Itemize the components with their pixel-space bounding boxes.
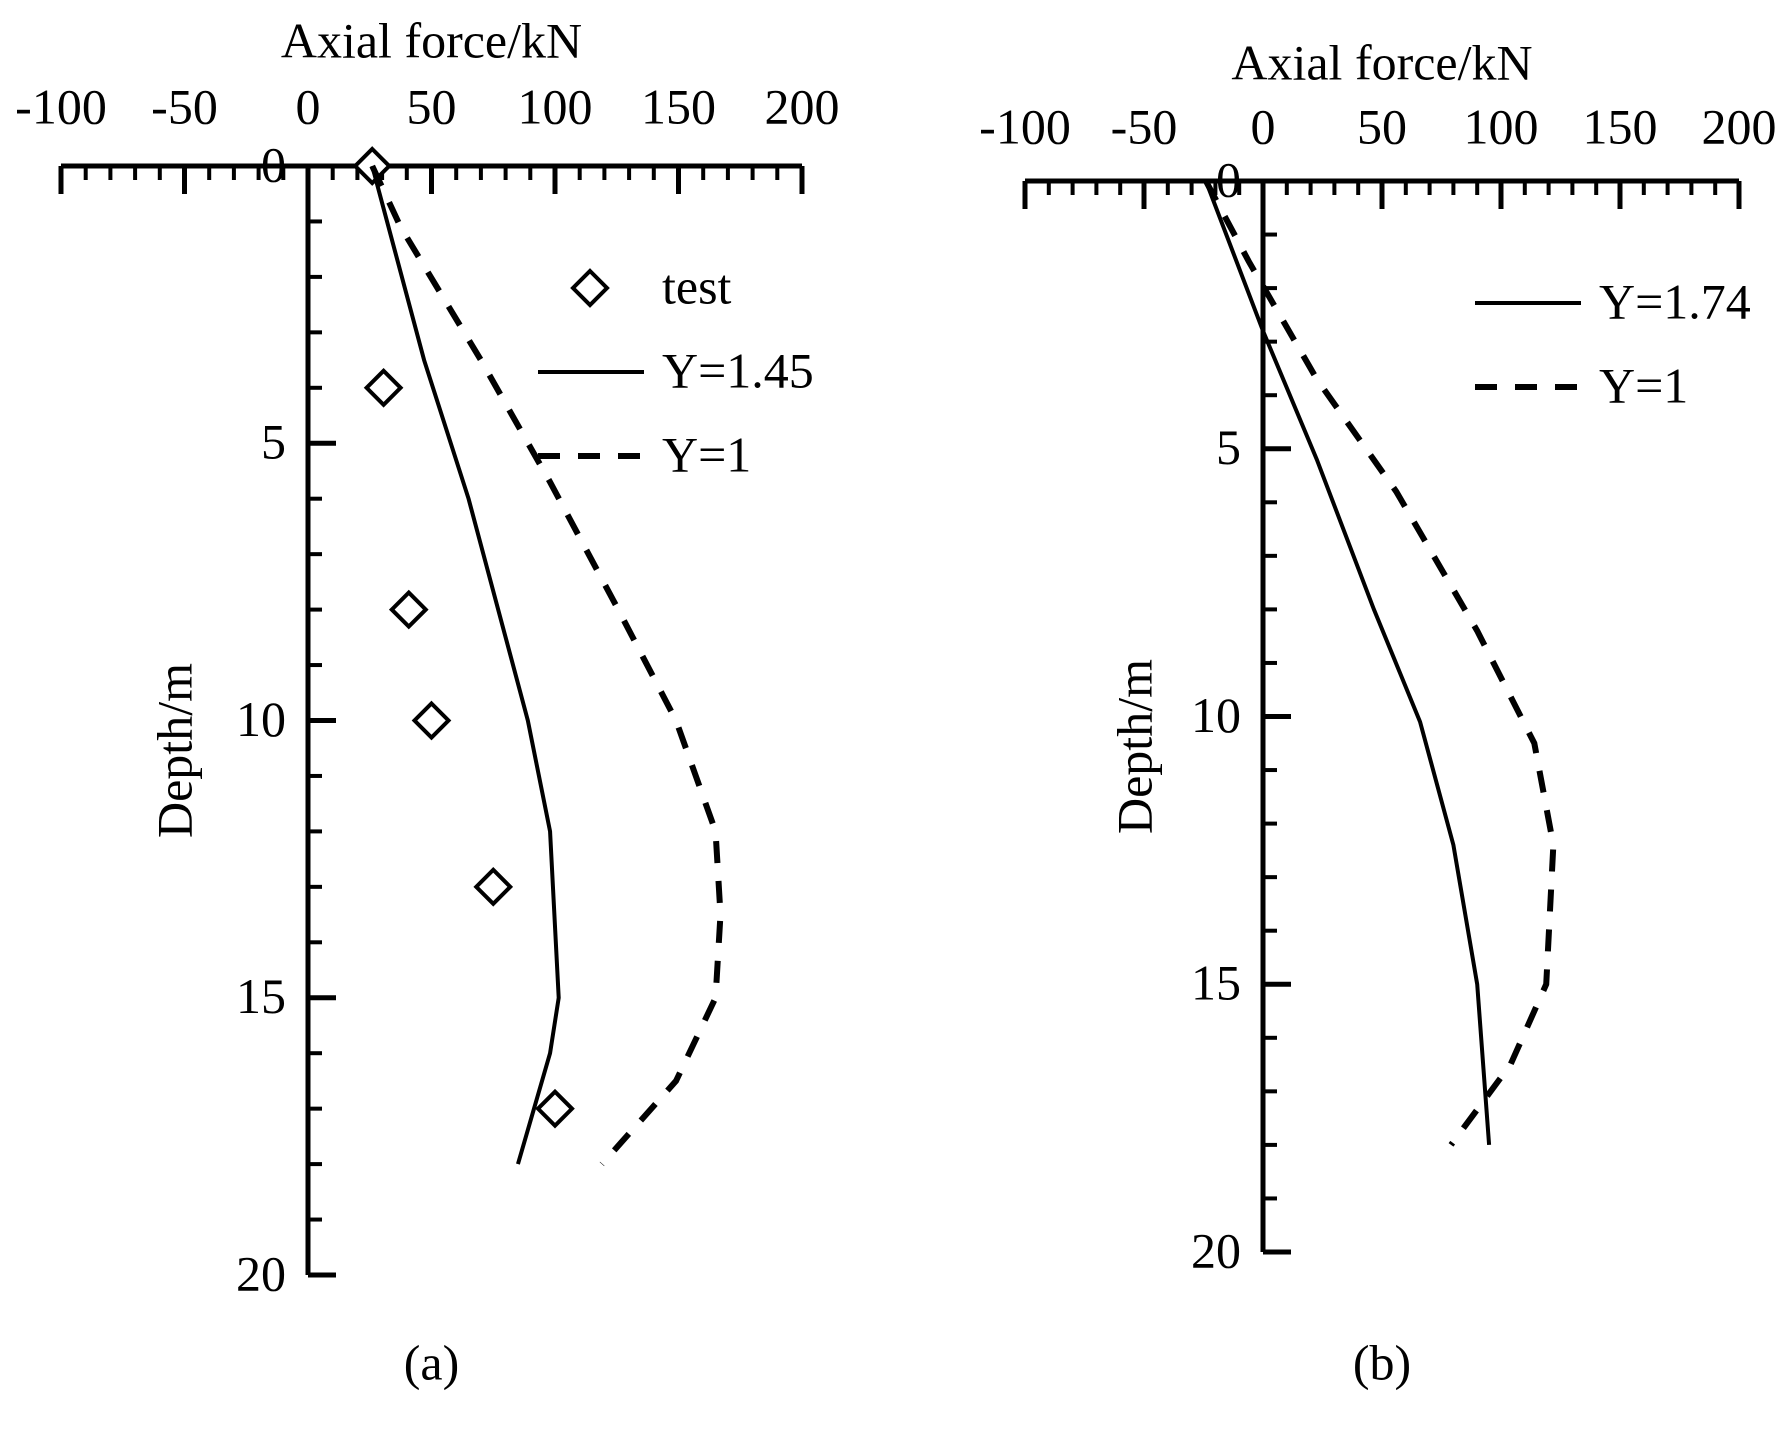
- series-line: [1203, 179, 1557, 1147]
- y-tick-label: 10: [1191, 687, 1241, 743]
- legend-marker: [570, 268, 610, 308]
- series-line: [370, 165, 561, 1165]
- legend-label: Y=1.74: [1599, 273, 1751, 329]
- data-point: [363, 367, 404, 408]
- x-tick-label: -50: [151, 78, 218, 134]
- panel-label: (b): [1353, 1334, 1411, 1390]
- y-axis-title: Depth/m: [146, 663, 202, 838]
- y-tick-label: 5: [1216, 419, 1241, 475]
- legend-label: test: [662, 258, 732, 314]
- x-axis-title: Axial force/kN: [281, 12, 582, 68]
- x-tick-label: -50: [1111, 98, 1178, 154]
- y-tick-label: 20: [236, 1245, 286, 1301]
- legend-label: Y=1: [1599, 357, 1688, 413]
- y-tick-label: 10: [236, 691, 286, 747]
- legend-label: Y=1: [662, 426, 751, 482]
- x-tick-label: 100: [1464, 98, 1539, 154]
- x-tick-label: 150: [1583, 98, 1658, 154]
- y-tick-label: 15: [1191, 955, 1241, 1011]
- x-tick-label: 50: [407, 78, 457, 134]
- data-point: [388, 589, 429, 630]
- x-tick-label: 0: [296, 78, 321, 134]
- data-point: [535, 1088, 575, 1129]
- series-line: [1204, 180, 1492, 1146]
- y-tick-label: 0: [1216, 151, 1241, 207]
- x-axis-title: Axial force/kN: [1231, 34, 1532, 90]
- x-tick-label: 200: [1702, 98, 1777, 154]
- x-tick-label: 150: [641, 78, 716, 134]
- x-tick-label: 100: [518, 78, 593, 134]
- y-tick-label: 5: [261, 414, 286, 470]
- data-point: [473, 867, 514, 907]
- series-line: [369, 164, 724, 1167]
- x-tick-label: 200: [765, 78, 840, 134]
- y-tick-label: 15: [236, 968, 286, 1024]
- y-axis-title: Depth/m: [1106, 659, 1162, 834]
- data-point: [411, 700, 452, 741]
- x-tick-label: -100: [15, 78, 107, 134]
- x-tick-label: 0: [1251, 98, 1276, 154]
- y-tick-label: 20: [1191, 1222, 1241, 1278]
- x-tick-label: -100: [979, 98, 1071, 154]
- legend-label: Y=1.45: [662, 342, 814, 398]
- y-tick-label: 0: [261, 136, 286, 192]
- panel-label: (a): [404, 1334, 460, 1390]
- x-tick-label: 50: [1357, 98, 1407, 154]
